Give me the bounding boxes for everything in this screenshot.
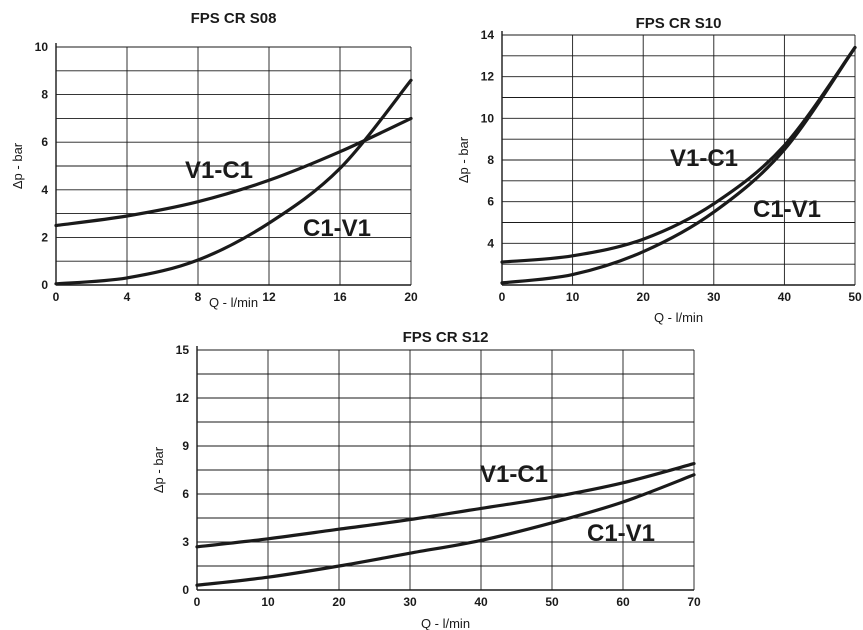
x-tick-label: 8 <box>195 290 202 304</box>
series-label: C1-V1 <box>303 215 371 242</box>
y-tick-label: 2 <box>41 230 48 244</box>
series-line-c1-v1 <box>54 78 413 286</box>
series-label: V1-C1 <box>670 145 738 172</box>
x-tick-label: 4 <box>124 290 131 304</box>
series-line-v1-c1 <box>54 116 413 228</box>
y-axis-label: Δp - bar <box>151 446 166 493</box>
x-tick-label: 30 <box>403 595 417 609</box>
y-tick-label: 12 <box>176 391 190 405</box>
x-tick-label: 50 <box>848 290 862 304</box>
y-tick-label: 9 <box>182 439 189 453</box>
chart-3: FPS CR S12 0 10 20 30 40 50 60 70 0 3 6 9 12 15 Q - l/m… <box>151 329 701 630</box>
x-tick-label: 0 <box>499 290 506 304</box>
series-line-c1-v1 <box>195 473 696 587</box>
x-tick-label: 0 <box>194 595 201 609</box>
y-tick-label: 10 <box>481 111 495 125</box>
series-line-v1-c1 <box>500 45 857 264</box>
x-tick-label: 70 <box>687 595 701 609</box>
y-tick-label: 4 <box>487 236 494 250</box>
y-tick-label: 15 <box>176 343 190 357</box>
y-axis-label: Δp - bar <box>456 136 471 183</box>
series-line-c1-v1 <box>500 45 857 285</box>
x-tick-label: 20 <box>404 290 418 304</box>
grid <box>196 349 695 591</box>
chart-1: FPS CR S08 0 4 8 12 16 20 0 2 4 6 8 10 Q - l/min Δp - … <box>10 10 418 310</box>
y-tick-label: 0 <box>41 278 48 292</box>
x-tick-label: 30 <box>707 290 721 304</box>
y-tick-label: 6 <box>41 135 48 149</box>
x-tick-label: 50 <box>545 595 559 609</box>
y-tick-label: 14 <box>481 28 495 42</box>
x-tick-label: 10 <box>566 290 580 304</box>
chart-title: FPS CR S08 <box>191 10 277 27</box>
x-axis-label: Q - l/min <box>209 295 258 310</box>
y-axis-label: Δp - bar <box>10 142 25 189</box>
x-tick-label: 40 <box>474 595 488 609</box>
x-axis-label: Q - l/min <box>421 616 470 630</box>
series-label: V1-C1 <box>185 157 253 184</box>
x-tick-label: 20 <box>637 290 651 304</box>
x-tick-label: 20 <box>332 595 346 609</box>
chart-2: FPS CR S10 0 10 20 30 40 50 4 6 8 10 12 14 Q - l/min Δ… <box>456 15 862 325</box>
y-tick-label: 10 <box>35 40 49 54</box>
x-tick-label: 0 <box>53 290 60 304</box>
grid <box>55 46 412 286</box>
y-tick-label: 6 <box>487 195 494 209</box>
y-tick-label: 3 <box>182 535 189 549</box>
x-tick-label: 40 <box>778 290 792 304</box>
x-axis-label: Q - l/min <box>654 310 703 325</box>
series-label: C1-V1 <box>753 196 821 223</box>
x-tick-label: 10 <box>261 595 275 609</box>
y-tick-label: 4 <box>41 183 48 197</box>
x-tick-label: 12 <box>262 290 276 304</box>
chart-title: FPS CR S12 <box>403 329 489 346</box>
y-tick-label: 0 <box>182 583 189 597</box>
x-tick-label: 60 <box>616 595 630 609</box>
x-tick-label: 16 <box>333 290 347 304</box>
y-tick-label: 12 <box>481 70 495 84</box>
series-label: V1-C1 <box>480 461 548 488</box>
y-tick-label: 8 <box>41 88 48 102</box>
y-tick-label: 8 <box>487 153 494 167</box>
series-line-v1-c1 <box>195 462 696 549</box>
y-tick-label: 6 <box>182 487 189 501</box>
series-label: C1-V1 <box>587 520 655 547</box>
chart-title: FPS CR S10 <box>636 15 722 32</box>
